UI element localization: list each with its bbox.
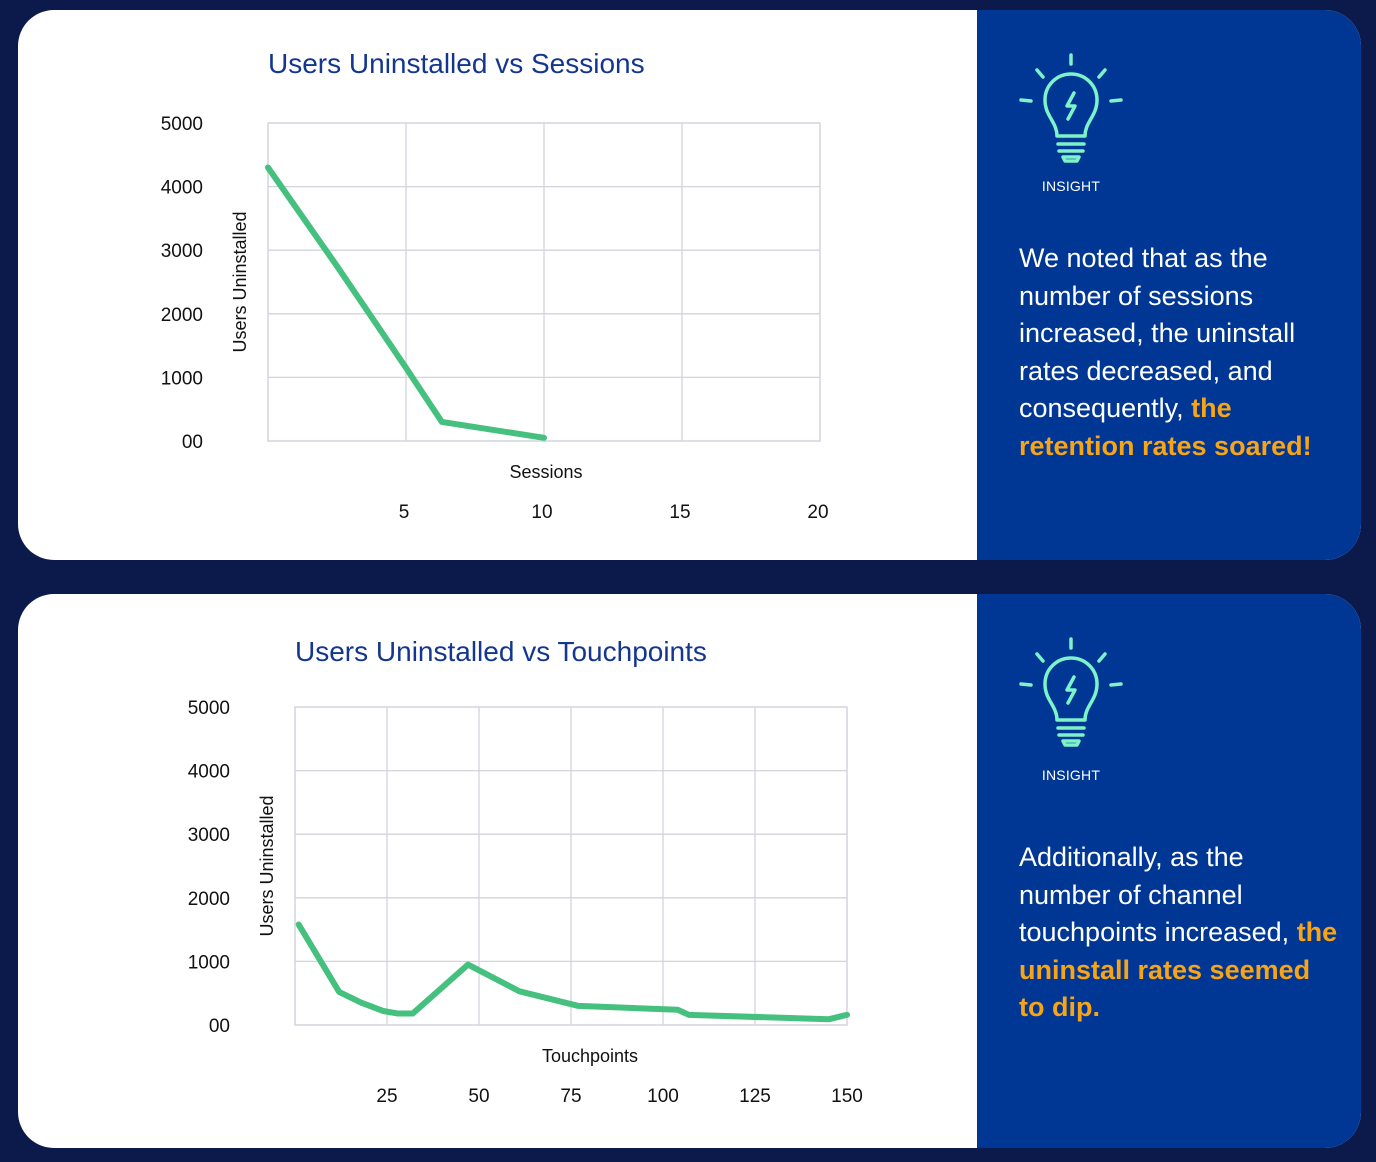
chart-touchpoints: Users Uninstalled vs Touchpoints 00 1000 20… (188, 636, 863, 1107)
y-axis-label: Users Uninstalled (257, 795, 277, 936)
x-axis-label: Touchpoints (542, 1046, 638, 1066)
insight-body: We noted that as the number of sessions … (1019, 243, 1296, 423)
y-tick-label: 3000 (161, 241, 203, 262)
y-tick-label: 1000 (161, 368, 203, 389)
x-tick-label: 150 (831, 1086, 863, 1107)
x-tick-label: 10 (531, 502, 552, 523)
y-tick-label: 3000 (188, 825, 230, 846)
y-tick-label: 4000 (188, 762, 230, 783)
chart-title: Users Uninstalled vs Touchpoints (295, 636, 707, 667)
series-line (295, 921, 850, 1023)
y-tick-label: 5000 (161, 114, 203, 135)
y-tick-label: 2000 (188, 889, 230, 910)
insight-label: INSIGHT (1041, 178, 1101, 194)
lightbulb-icon (1019, 53, 1123, 163)
y-tick-label: 4000 (161, 178, 203, 199)
x-tick-label: 15 (669, 502, 690, 523)
x-tick-label: 125 (739, 1086, 771, 1107)
y-tick-label: 2000 (161, 305, 203, 326)
x-tick-label: 75 (560, 1086, 581, 1107)
insight-panel: INSIGHT We noted that as the number of s… (977, 10, 1361, 560)
x-tick-label: 25 (376, 1086, 397, 1107)
y-tick-label: 5000 (188, 698, 230, 719)
x-tick-label: 20 (807, 502, 828, 523)
chart-sessions: Users Uninstalled vs Sessions 00 1000 2000 3… (161, 48, 829, 523)
lightbulb-icon (1019, 637, 1123, 747)
chart-area: Users Uninstalled vs Sessions 00 1000 2000 3… (18, 10, 977, 560)
chart-card-touchpoints: Users Uninstalled vs Touchpoints 00 1000 20… (18, 594, 1361, 1148)
x-tick-label: 100 (647, 1086, 679, 1107)
insight-text: We noted that as the number of sessions … (1019, 240, 1339, 465)
insight-highlight: the uninstall rates seemed to dip. (1019, 917, 1338, 1022)
x-tick-label: 5 (399, 502, 410, 523)
insight-panel: INSIGHT Additionally, as the number of c… (977, 594, 1361, 1148)
y-tick-label: 00 (182, 432, 203, 453)
series-line (265, 164, 547, 441)
x-tick-label: 50 (468, 1086, 489, 1107)
x-axis-label: Sessions (509, 462, 582, 482)
chart-area: Users Uninstalled vs Touchpoints 00 1000 20… (18, 594, 977, 1148)
chart-card-sessions: Users Uninstalled vs Sessions 00 1000 2000 3… (18, 10, 1361, 560)
chart-title: Users Uninstalled vs Sessions (268, 48, 645, 79)
y-axis-label: Users Uninstalled (230, 211, 250, 352)
insight-label: INSIGHT (1041, 767, 1101, 783)
insight-body: Additionally, as the number of channel t… (1019, 842, 1297, 947)
insight-highlight: the retention rates soared! (1019, 393, 1312, 461)
y-tick-label: 00 (209, 1016, 230, 1037)
insight-text: Additionally, as the number of channel t… (1019, 839, 1339, 1027)
y-tick-label: 1000 (188, 952, 230, 973)
